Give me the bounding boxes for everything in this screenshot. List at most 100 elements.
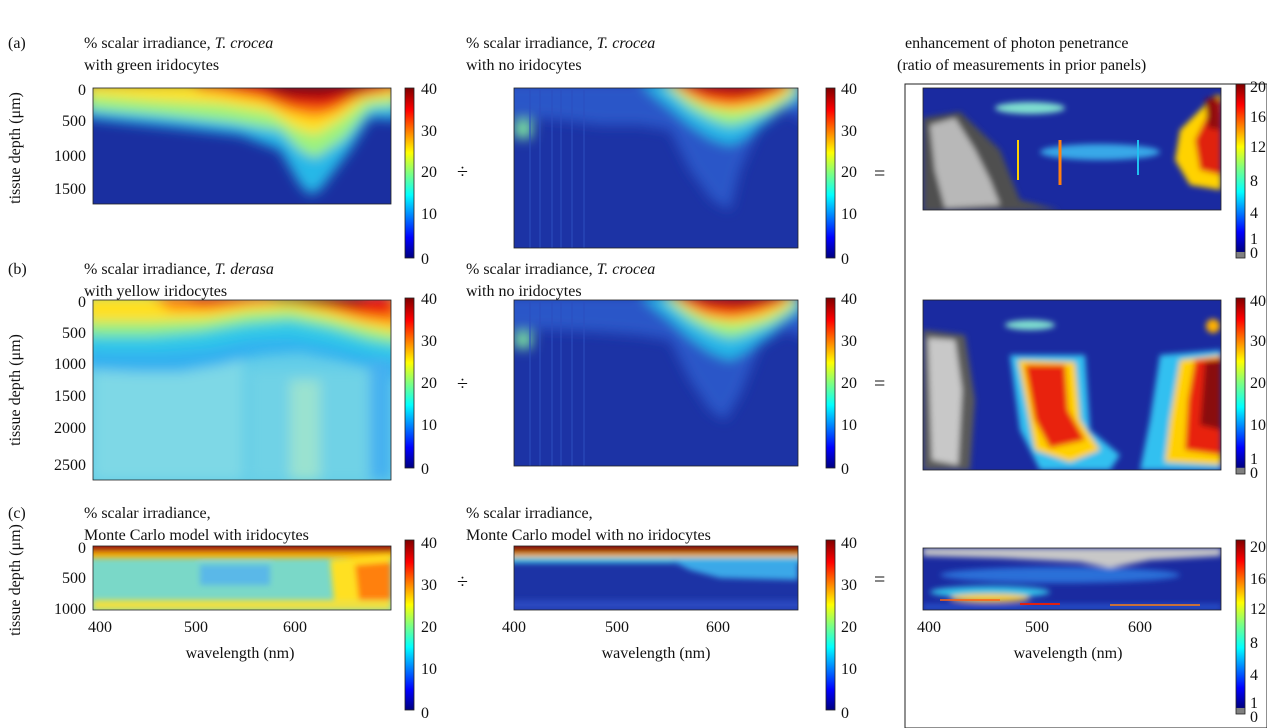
panel-a1-frame	[92, 87, 392, 205]
panel-b1-ytick-1000: 1000	[54, 356, 86, 373]
colorbar-b3	[1235, 297, 1246, 475]
panel-b1-ytick-2500: 2500	[54, 457, 86, 474]
colorbar-c2-tick-20: 20	[841, 619, 857, 636]
heatmap-c1	[93, 546, 391, 610]
panel-c2-title-line2: Monte Carlo model with no iridocytes	[466, 527, 711, 544]
divide-sign-c: ÷	[457, 571, 468, 593]
colorbar-b1-tick-10: 10	[421, 417, 437, 434]
colorbar-b2-tick-10: 10	[841, 417, 857, 434]
colorbar-c3	[1235, 539, 1246, 715]
colorbar-c3-tick-0: 0	[1250, 709, 1258, 726]
colorbar-b3-tick-40: 40	[1250, 293, 1266, 310]
equals-sign-b: =	[874, 373, 885, 395]
panel-c2-xtick-600: 600	[706, 619, 730, 636]
panel-c2-title-line1: % scalar irradiance,	[466, 505, 593, 522]
panel-c1-xlabel: wavelength (nm)	[186, 645, 295, 662]
row-b-letter: (b)	[8, 261, 27, 278]
panel-c2-xtick-500: 500	[605, 619, 629, 636]
colorbar-c2-tick-10: 10	[841, 661, 857, 678]
heatmap-a1	[93, 88, 391, 204]
panel-c1-title-line2: Monte Carlo model with iridocytes	[84, 527, 309, 544]
panel-b1-frame	[92, 299, 392, 481]
colorbar-a2-tick-10: 10	[841, 206, 857, 223]
panel-a2-title-line2: with no iridocytes	[466, 57, 582, 74]
panel-c1-xtick-400: 400	[88, 619, 112, 636]
colorbar-a3-tick-1: 1	[1250, 231, 1258, 248]
colorbar-a3-tick-20: 20	[1250, 79, 1266, 96]
colorbar-c2-tick-0: 0	[841, 705, 849, 722]
colorbar-b3-tick-30: 30	[1250, 333, 1266, 350]
colorbar-b3-tick-20: 20	[1250, 375, 1266, 392]
colorbar-b1-tick-40: 40	[421, 291, 437, 308]
colorbar-c2	[825, 539, 836, 711]
colorbar-a3-tick-16: 16	[1250, 109, 1266, 126]
heatmap-a3	[923, 88, 1221, 210]
panel-a1-title-line1: % scalar irradiance, T. crocea	[84, 35, 273, 52]
panel-c3-frame	[922, 547, 1222, 611]
panel-c2-frame	[513, 545, 799, 611]
colorbar-c3-tick-20: 20	[1250, 539, 1266, 556]
colorbar-c1-tick-0: 0	[421, 705, 429, 722]
panel-c3-xtick-500: 500	[1025, 619, 1049, 636]
colorbar-c2-tick-30: 30	[841, 577, 857, 594]
colorbar-a2-tick-40: 40	[841, 81, 857, 98]
colorbar-b3-tick-10: 10	[1250, 417, 1266, 434]
colorbar-b2-tick-0: 0	[841, 461, 849, 478]
colorbar-b1-tick-0: 0	[421, 461, 429, 478]
colorbar-c3-tick-4: 4	[1250, 667, 1258, 684]
panel-c1-ytick-0: 0	[78, 540, 86, 557]
panel-a1-ytick-0: 0	[78, 82, 86, 99]
row-c-letter: (c)	[8, 505, 26, 522]
colorbar-c1-tick-20: 20	[421, 619, 437, 636]
panel-b1-title-line2: with yellow iridocytes	[84, 283, 227, 300]
colorbar-a1-tick-20: 20	[421, 164, 437, 181]
colorbar-a1	[404, 87, 415, 259]
colorbar-a2-tick-30: 30	[841, 123, 857, 140]
panel-c1-ytick-1000: 1000	[54, 601, 86, 618]
panel-c1-ytick-500: 500	[62, 570, 86, 587]
colorbar-c1-tick-30: 30	[421, 577, 437, 594]
panel-b2-title-line1: % scalar irradiance, T. crocea	[466, 261, 655, 278]
ratio-column-frame	[904, 83, 1267, 728]
panel-a3-frame	[922, 87, 1222, 211]
colorbar-a3-tick-4: 4	[1250, 205, 1258, 222]
colorbar-a1-tick-30: 30	[421, 123, 437, 140]
colorbar-b2	[825, 297, 836, 469]
panel-c3-xtick-400: 400	[917, 619, 941, 636]
panel-c1-frame	[92, 545, 392, 611]
panel-a2-title-line1: % scalar irradiance, T. crocea	[466, 35, 655, 52]
colorbar-c2-tick-40: 40	[841, 535, 857, 552]
colorbar-b2-tick-30: 30	[841, 333, 857, 350]
colorbar-b1-tick-20: 20	[421, 375, 437, 392]
panel-b1-ytick-2000: 2000	[54, 420, 86, 437]
panel-b2-title-line2: with no iridocytes	[466, 283, 582, 300]
colorbar-b3-tick-1: 1	[1250, 451, 1258, 468]
panel-c1-xtick-500: 500	[184, 619, 208, 636]
heatmap-b1	[93, 300, 391, 480]
panel-c3-xlabel: wavelength (nm)	[1014, 645, 1123, 662]
colorbar-a3-tick-0: 0	[1250, 245, 1258, 262]
panel-b1-ylabel: tissue depth (μm)	[7, 334, 24, 446]
panel-c1-xtick-600: 600	[283, 619, 307, 636]
panel-a1-ytick-1500: 1500	[54, 181, 86, 198]
panel-c2-xtick-400: 400	[502, 619, 526, 636]
panel-c1-title-line1: % scalar irradiance,	[84, 505, 211, 522]
panel-c3-xtick-600: 600	[1128, 619, 1152, 636]
colorbar-c1-tick-40: 40	[421, 535, 437, 552]
colorbar-c1-tick-10: 10	[421, 661, 437, 678]
panel-c2-xlabel: wavelength (nm)	[602, 645, 711, 662]
equals-sign-a: =	[874, 163, 885, 185]
colorbar-a3	[1235, 83, 1246, 259]
colorbar-b1-tick-30: 30	[421, 333, 437, 350]
colorbar-b2-tick-20: 20	[841, 375, 857, 392]
panel-b1-title-line1: % scalar irradiance, T. derasa	[84, 261, 274, 278]
colorbar-a2	[825, 87, 836, 259]
colorbar-a3-tick-8: 8	[1250, 173, 1258, 190]
ratio-header-line1: enhancement of photon penetrance	[905, 35, 1128, 52]
colorbar-a2-tick-20: 20	[841, 164, 857, 181]
colorbar-a1-tick-0: 0	[421, 251, 429, 268]
heatmap-c2	[514, 546, 798, 610]
colorbar-c1	[404, 539, 415, 711]
colorbar-c3-tick-1: 1	[1250, 695, 1258, 712]
